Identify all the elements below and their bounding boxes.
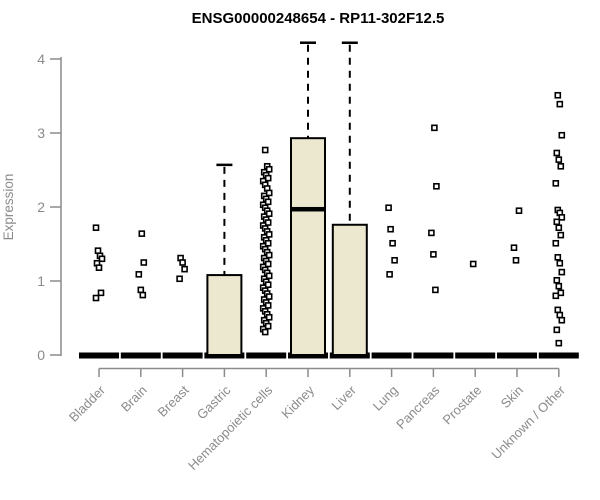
data-point (135, 271, 143, 278)
data-point (431, 124, 438, 132)
data-point (469, 260, 477, 268)
data-point (554, 254, 562, 261)
y-tick-label: 4 (37, 51, 45, 67)
data-point (137, 286, 145, 294)
x-tick-label: Lung (370, 383, 401, 414)
zero-bar (162, 352, 203, 359)
data-point (179, 259, 186, 266)
data-point (428, 229, 435, 237)
data-point (139, 291, 147, 299)
data-point (386, 271, 393, 278)
data-point (555, 156, 563, 163)
data-point (391, 256, 398, 264)
data-point (138, 230, 146, 237)
x-tick-label: Bladder (66, 382, 109, 425)
median-line (291, 206, 325, 212)
data-point (558, 131, 566, 139)
data-point (556, 100, 564, 108)
zero-bar (371, 352, 412, 359)
data-point (557, 231, 565, 239)
y-tick-label: 1 (37, 273, 45, 289)
data-point (556, 311, 564, 319)
data-point (552, 292, 560, 300)
data-point (553, 276, 561, 284)
data-point (432, 286, 439, 294)
data-point (181, 265, 188, 273)
zero-bar (120, 352, 161, 359)
data-point (261, 146, 269, 154)
zero-bar (79, 352, 119, 359)
x-tick-label: Unknown / Other (488, 382, 568, 462)
x-tick-label: Kidney (278, 382, 317, 421)
data-points (92, 91, 566, 347)
data-point (97, 289, 105, 297)
data-point (387, 225, 394, 233)
data-point (176, 275, 183, 283)
y-tick-label: 3 (37, 125, 45, 141)
y-tick-label: 0 (37, 347, 45, 363)
x-tick-label: Skin (498, 383, 526, 411)
data-point (261, 328, 269, 336)
y-axis-label: Expression (1, 174, 16, 241)
box (206, 274, 243, 356)
data-point (98, 255, 106, 263)
data-point (554, 306, 562, 314)
zero-bar (538, 352, 579, 359)
data-point (389, 239, 396, 247)
x-tick-label: Gastric (194, 382, 234, 422)
data-point (552, 180, 560, 187)
x-tick-label: Brain (118, 383, 150, 415)
x-tick-label: Pancreas (393, 382, 443, 432)
data-point (94, 247, 102, 254)
boxes (206, 41, 368, 356)
data-point (92, 294, 100, 302)
data-point (558, 268, 566, 276)
data-point (510, 244, 518, 251)
x-tick-label: Breast (155, 382, 192, 419)
data-point (555, 282, 563, 290)
data-point (557, 163, 565, 170)
data-point (553, 326, 561, 334)
zero-bar (455, 352, 496, 359)
data-point (556, 259, 564, 267)
data-point (95, 264, 103, 271)
data-point (430, 251, 437, 258)
zero-bar (413, 352, 454, 359)
data-point (140, 259, 148, 266)
data-point (553, 149, 561, 157)
chart-title: ENSG00000248654 - RP11-302F12.5 (192, 10, 445, 27)
zero-bar (246, 352, 287, 359)
box (290, 137, 326, 356)
y-tick-label: 2 (37, 199, 45, 215)
data-point (515, 207, 523, 214)
data-point (558, 316, 566, 324)
data-point (555, 339, 563, 347)
x-tick-label: Liver (328, 382, 359, 413)
data-point (385, 204, 392, 212)
data-point (552, 239, 560, 247)
box (331, 223, 368, 356)
data-point (554, 91, 562, 99)
data-point (512, 256, 520, 264)
data-point (555, 224, 563, 232)
axes: 0 1 2 3 4 (37, 51, 560, 377)
x-tick-label: Prostate (439, 383, 484, 428)
zero-bar (497, 352, 537, 359)
data-point (558, 214, 566, 221)
data-point (553, 218, 561, 226)
data-point (92, 224, 100, 232)
zero-bars (79, 352, 579, 359)
data-point (433, 182, 440, 190)
